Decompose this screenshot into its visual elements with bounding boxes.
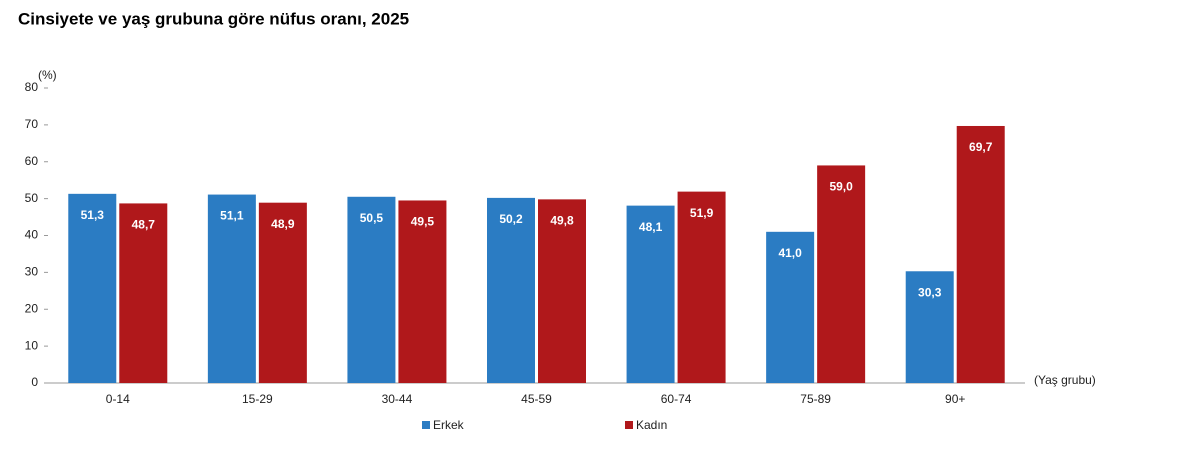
value-label: 30,3: [918, 285, 942, 299]
legend-label: Erkek: [433, 418, 465, 432]
y-tick-label: 60: [25, 154, 39, 168]
bar: [817, 165, 866, 383]
x-tick-label: 0-14: [106, 392, 130, 406]
bar: [538, 199, 586, 383]
bar: [207, 194, 256, 383]
bar: [956, 125, 1005, 383]
value-label: 51,1: [220, 209, 244, 223]
x-tick-label: 15-29: [242, 392, 273, 406]
x-tick-label: 45-59: [521, 392, 552, 406]
bar: [677, 191, 726, 383]
legend-label: Kadın: [636, 418, 667, 432]
value-label: 51,9: [690, 206, 714, 220]
y-tick-label: 0: [31, 375, 38, 389]
bar: [119, 203, 168, 383]
y-tick-label: 10: [25, 338, 39, 352]
y-tick-label: 30: [25, 265, 39, 279]
bar: [487, 197, 535, 383]
bar: [905, 271, 954, 383]
y-tick-label: 20: [25, 301, 39, 315]
bar: [398, 200, 447, 383]
value-label: 49,5: [411, 215, 435, 229]
y-tick-label: 70: [25, 117, 39, 131]
value-label: 48,9: [271, 217, 295, 231]
value-label: 69,7: [969, 140, 993, 154]
y-unit: (%): [38, 68, 57, 82]
x-tick-label: 60-74: [661, 392, 692, 406]
bar: [347, 196, 396, 383]
bar: [626, 205, 675, 383]
legend-swatch: [422, 421, 430, 429]
value-label: 59,0: [829, 180, 853, 194]
value-label: 49,8: [550, 214, 574, 228]
y-tick-label: 80: [25, 80, 39, 94]
value-label: 51,3: [81, 208, 105, 222]
value-label: 48,1: [639, 220, 663, 234]
x-axis-label: (Yaş grubu): [1034, 373, 1096, 387]
x-tick-label: 30-44: [382, 392, 413, 406]
x-tick-label: 75-89: [800, 392, 831, 406]
bar: [258, 202, 307, 383]
chart-title: Cinsiyete ve yaş grubuna göre nüfus oran…: [18, 9, 409, 28]
value-label: 50,5: [360, 211, 384, 225]
value-label: 48,7: [132, 218, 156, 232]
y-tick-label: 50: [25, 191, 39, 205]
value-label: 50,2: [499, 212, 523, 226]
x-tick-label: 90+: [945, 392, 965, 406]
bar: [68, 193, 117, 383]
y-tick-label: 40: [25, 228, 39, 242]
value-label: 41,0: [778, 246, 802, 260]
legend-swatch: [625, 421, 633, 429]
bar: [766, 231, 815, 383]
